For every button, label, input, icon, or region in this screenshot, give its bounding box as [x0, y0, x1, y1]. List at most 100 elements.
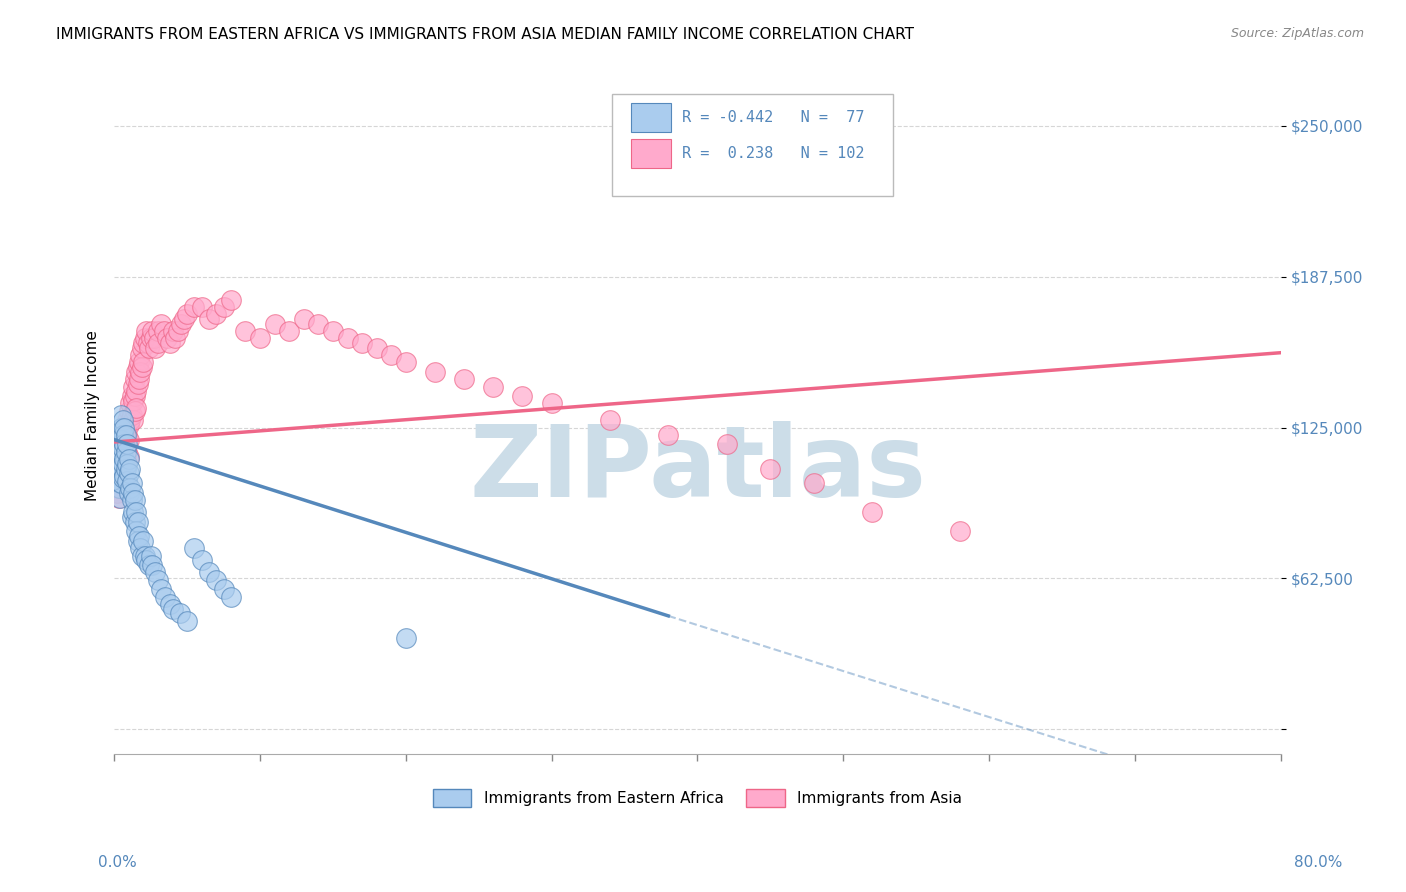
Point — [107, 433, 129, 447]
Point — [107, 476, 129, 491]
Point — [110, 444, 132, 458]
Point — [366, 341, 388, 355]
Point — [110, 409, 132, 423]
Point — [107, 481, 129, 495]
Point — [118, 418, 141, 433]
Point — [112, 457, 135, 471]
Point — [212, 582, 235, 597]
Point — [118, 403, 141, 417]
Point — [235, 324, 257, 338]
Point — [395, 355, 418, 369]
Point — [657, 427, 679, 442]
Point — [149, 582, 172, 597]
Point — [212, 300, 235, 314]
Point — [117, 457, 139, 471]
Text: Source: ZipAtlas.com: Source: ZipAtlas.com — [1230, 27, 1364, 40]
Point — [104, 481, 127, 495]
Point — [142, 331, 165, 345]
Point — [110, 476, 132, 491]
Point — [131, 341, 153, 355]
Point — [120, 461, 142, 475]
Point — [107, 457, 129, 471]
Point — [263, 317, 285, 331]
Text: 80.0%: 80.0% — [1295, 855, 1343, 870]
Point — [336, 331, 359, 345]
Point — [125, 524, 148, 539]
Point — [143, 341, 166, 355]
Point — [134, 549, 156, 563]
Point — [122, 505, 145, 519]
Point — [205, 573, 228, 587]
Point — [716, 437, 738, 451]
Point — [803, 476, 825, 491]
Point — [104, 437, 127, 451]
Text: ZIPatlas: ZIPatlas — [470, 421, 927, 518]
Point — [131, 549, 153, 563]
Point — [105, 427, 128, 442]
Point — [115, 427, 138, 442]
Point — [307, 317, 329, 331]
Point — [121, 493, 143, 508]
Point — [380, 348, 402, 362]
Point — [125, 401, 148, 416]
Point — [107, 491, 129, 505]
Point — [131, 360, 153, 375]
Point — [117, 427, 139, 442]
Text: R =  0.238   N = 102: R = 0.238 N = 102 — [682, 146, 865, 161]
Point — [115, 420, 138, 434]
Point — [118, 452, 141, 467]
Point — [278, 324, 301, 338]
Point — [111, 457, 134, 471]
Point — [121, 409, 143, 423]
Point — [205, 307, 228, 321]
Point — [129, 348, 152, 362]
Point — [132, 534, 155, 549]
Point — [129, 541, 152, 556]
Point — [170, 317, 193, 331]
Point — [120, 413, 142, 427]
Point — [219, 590, 242, 604]
Point — [110, 461, 132, 475]
Point — [120, 481, 142, 495]
Point — [105, 471, 128, 485]
Point — [120, 396, 142, 410]
Point — [117, 474, 139, 488]
Point — [127, 377, 149, 392]
Text: IMMIGRANTS FROM EASTERN AFRICA VS IMMIGRANTS FROM ASIA MEDIAN FAMILY INCOME CORR: IMMIGRANTS FROM EASTERN AFRICA VS IMMIGR… — [56, 27, 914, 42]
Point — [453, 372, 475, 386]
Point — [108, 452, 131, 467]
Text: R = -0.442   N =  77: R = -0.442 N = 77 — [682, 111, 865, 125]
Point — [540, 396, 562, 410]
Point — [118, 450, 141, 464]
Point — [862, 505, 884, 519]
Point — [112, 420, 135, 434]
Point — [162, 324, 184, 338]
Point — [111, 452, 134, 467]
Point — [104, 452, 127, 467]
Point — [132, 355, 155, 369]
Point — [176, 307, 198, 321]
Point — [115, 444, 138, 458]
Point — [111, 427, 134, 442]
Point — [143, 566, 166, 580]
Point — [162, 601, 184, 615]
Point — [110, 433, 132, 447]
Point — [105, 468, 128, 483]
Point — [183, 541, 205, 556]
Point — [111, 437, 134, 451]
Point — [108, 467, 131, 481]
Point — [198, 566, 221, 580]
Point — [482, 379, 505, 393]
Point — [110, 476, 132, 491]
Point — [423, 365, 446, 379]
Point — [121, 476, 143, 491]
Point — [146, 336, 169, 351]
Point — [121, 509, 143, 524]
Point — [156, 331, 179, 345]
Point — [190, 300, 212, 314]
Y-axis label: Median Family Income: Median Family Income — [86, 330, 100, 501]
Point — [759, 461, 782, 475]
Point — [108, 461, 131, 475]
Text: 0.0%: 0.0% — [98, 855, 138, 870]
Point — [117, 413, 139, 427]
